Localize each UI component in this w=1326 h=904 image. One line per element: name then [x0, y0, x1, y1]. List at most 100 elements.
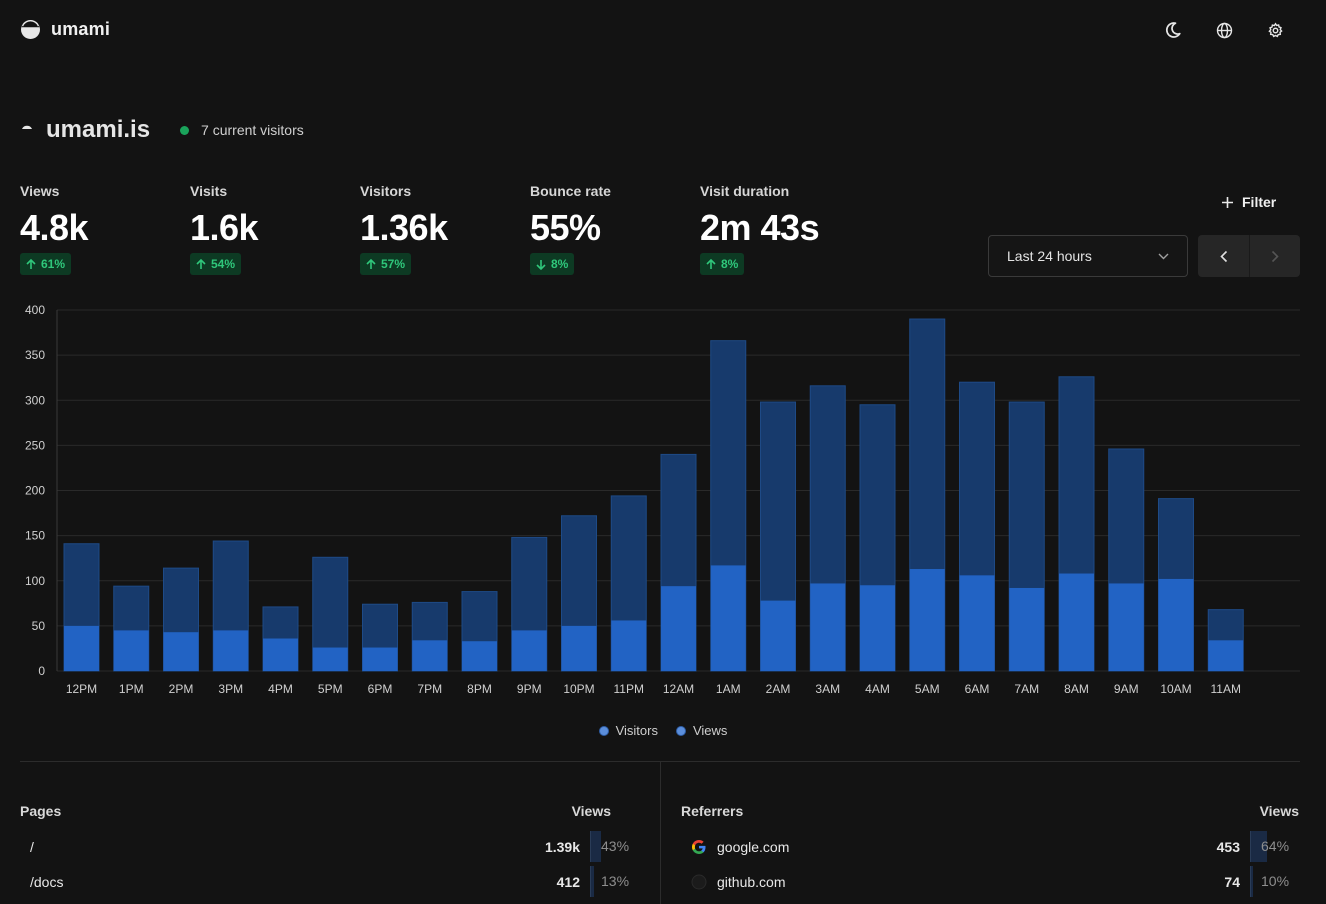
bar-visitors — [113, 630, 149, 671]
x-tick-label: 1AM — [716, 682, 741, 696]
table-row[interactable]: github.com 74 10% — [681, 864, 1300, 899]
x-tick-label: 2AM — [766, 682, 791, 696]
bar-visitors — [412, 640, 448, 671]
previous-period-button[interactable] — [1198, 235, 1249, 277]
page-path[interactable]: / — [30, 838, 34, 855]
y-tick-label: 50 — [32, 619, 46, 633]
percent-bar-fill — [591, 866, 595, 897]
chevron-left-icon — [1219, 250, 1227, 262]
bar-visitors — [1108, 583, 1144, 671]
chart-legend: Visitors Views — [0, 723, 1326, 738]
pages-panel: Pages Views / 1.39k 43% /docs 412 13% — [20, 803, 630, 899]
moon-icon[interactable] — [1163, 20, 1183, 40]
x-tick-label: 6PM — [368, 682, 393, 696]
bar-visitors — [810, 583, 846, 671]
umami-logo-icon — [21, 20, 40, 39]
y-tick-label: 400 — [25, 303, 45, 317]
table-row[interactable]: google.com 453 64% — [681, 829, 1300, 864]
percent-bar: 43% — [590, 831, 630, 862]
live-status-dot — [180, 125, 190, 135]
x-tick-label: 5PM — [318, 682, 343, 696]
bar-visitors — [959, 575, 995, 671]
bar-visitors — [312, 647, 348, 671]
referrers-column-header: Views — [1259, 803, 1299, 819]
bar-visitors — [362, 647, 398, 671]
metric-value: 1.36k — [360, 207, 448, 248]
bar-visitors — [64, 625, 99, 671]
referrer-views: 453 — [1216, 838, 1240, 855]
google-icon — [692, 840, 706, 854]
app-logo[interactable]: umami — [20, 19, 110, 40]
x-tick-label: 11AM — [1211, 682, 1241, 696]
metric-change-value: 8% — [721, 257, 739, 271]
page-percent: 13% — [601, 873, 630, 889]
referrer-domain[interactable]: github.com — [717, 873, 786, 890]
gear-icon[interactable] — [1265, 20, 1285, 40]
metric-label: Views — [20, 183, 60, 199]
date-range-value: Last 24 hours — [1007, 248, 1092, 264]
arrow-down-icon — [536, 259, 546, 270]
x-tick-label: 12AM — [663, 682, 694, 696]
metric-change-badge: 61% — [20, 253, 72, 275]
filter-label: Filter — [1242, 194, 1277, 210]
page-views: 412 — [556, 873, 580, 890]
percent-bar-fill — [591, 831, 602, 862]
arrow-up-icon — [706, 258, 716, 269]
globe-icon[interactable] — [1214, 20, 1234, 40]
y-tick-label: 150 — [25, 529, 45, 543]
bar-visitors — [1208, 640, 1244, 671]
x-tick-label: 9PM — [517, 682, 542, 696]
x-tick-label: 3AM — [815, 682, 840, 696]
active-visitors-label: 7 current visitors — [201, 122, 304, 138]
legend-item-views[interactable]: Views — [675, 723, 727, 738]
bar-visitors — [1009, 587, 1045, 671]
next-period-button[interactable] — [1249, 235, 1300, 277]
x-tick-label: 8PM — [467, 682, 492, 696]
active-visitors: 7 current visitors — [180, 122, 304, 138]
github-icon — [691, 874, 707, 890]
plus-icon — [1222, 196, 1233, 208]
chevron-right-icon — [1271, 250, 1279, 262]
x-tick-label: 10AM — [1160, 682, 1191, 696]
x-tick-label: 11PM — [614, 682, 644, 696]
y-tick-label: 300 — [25, 393, 45, 407]
date-navigation — [1198, 235, 1300, 277]
table-row[interactable]: / 1.39k 43% — [20, 829, 630, 864]
y-tick-label: 250 — [25, 438, 45, 452]
referrer-domain[interactable]: google.com — [717, 838, 790, 855]
metric-change-value: 57% — [381, 257, 406, 271]
bar-visitors — [909, 569, 945, 671]
bar-visitors — [710, 565, 746, 671]
metric-value: 55% — [530, 207, 601, 248]
referrer-views: 74 — [1224, 873, 1240, 890]
app-name: umami — [51, 19, 111, 39]
page-percent: 43% — [601, 838, 630, 854]
x-tick-label: 7PM — [417, 682, 442, 696]
website-name: umami.is — [46, 116, 151, 143]
metric-label: Visitors — [360, 183, 412, 199]
y-tick-label: 100 — [25, 574, 45, 588]
x-tick-label: 10PM — [563, 682, 594, 696]
bar-visitors — [163, 632, 199, 671]
metric-visit-duration: Visit duration 2m 43s 8% — [700, 183, 820, 275]
metric-label: Visits — [190, 183, 228, 199]
metric-value: 2m 43s — [700, 207, 820, 248]
legend-color-dot — [598, 725, 609, 736]
section-divider — [20, 761, 1300, 762]
percent-bar: 10% — [1250, 866, 1290, 897]
filter-button[interactable]: Filter — [1221, 194, 1276, 210]
arrow-up-icon — [366, 258, 376, 269]
table-row[interactable]: /docs 412 13% — [20, 864, 630, 899]
legend-item-visitors[interactable]: Visitors — [598, 723, 658, 738]
pages-title: Pages — [20, 803, 62, 819]
metric-label: Visit duration — [700, 183, 790, 199]
x-tick-label: 9AM — [1114, 682, 1139, 696]
bar-visitors — [462, 641, 497, 671]
referrers-title: Referrers — [681, 803, 744, 819]
metric-change-badge: 57% — [360, 253, 412, 275]
referrer-percent: 64% — [1261, 838, 1290, 854]
arrow-up-icon — [196, 258, 206, 269]
page-path[interactable]: /docs — [30, 873, 64, 890]
date-range-select[interactable]: Last 24 hours — [988, 235, 1188, 277]
x-tick-label: 7AM — [1014, 682, 1039, 696]
